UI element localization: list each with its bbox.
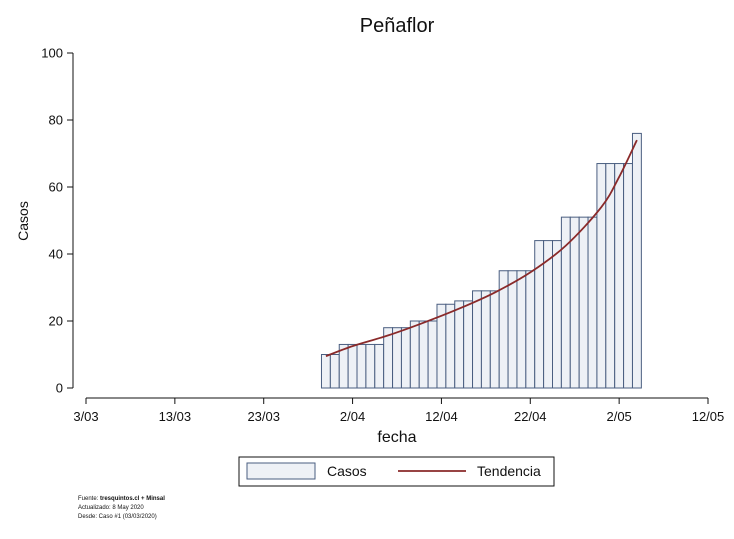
bar: [472, 290, 482, 389]
y-tick-label: 80: [49, 113, 63, 128]
chart-title: Peñaflor: [360, 15, 435, 37]
y-tick-label: 60: [49, 180, 63, 195]
bar: [631, 132, 642, 389]
y-ticks: 0 20 40 60 80 100: [41, 46, 73, 396]
source-note: Fuente: tresquintos.cl + Minsal Actualiz…: [78, 496, 165, 520]
bar: [534, 240, 545, 389]
y-tick-label: 40: [49, 247, 63, 262]
bar: [418, 320, 429, 389]
bar: [578, 216, 589, 389]
updated-line: Actualizado: 8 May 2020: [78, 505, 144, 511]
x-tick-label: 3/03: [73, 409, 98, 424]
bar: [552, 240, 562, 389]
bar: [374, 343, 385, 389]
bar: [489, 290, 500, 389]
bar: [329, 354, 340, 389]
y-tick-label: 100: [41, 46, 63, 61]
x-axis-label: fecha: [377, 429, 416, 446]
bar: [454, 300, 465, 389]
bar: [569, 216, 580, 389]
bar: [392, 327, 402, 389]
x-tick-label: 12/05: [692, 409, 725, 424]
x-tick-label: 2/04: [340, 409, 365, 424]
source-name: tresquintos.cl + Minsal: [100, 496, 165, 502]
bar: [614, 163, 625, 389]
legend-label-casos: Casos: [327, 463, 367, 479]
bar: [516, 270, 527, 389]
legend-swatch-casos: [246, 462, 316, 480]
legend: Casos Tendencia: [238, 456, 555, 487]
bar: [365, 343, 376, 389]
source-line: Fuente: tresquintos.cl + Minsal: [78, 496, 165, 502]
bar: [587, 216, 598, 389]
x-tick-label: 23/03: [247, 409, 280, 424]
bar: [400, 327, 411, 389]
y-axis-label: Casos: [15, 201, 31, 241]
x-tick-label: 22/04: [514, 409, 547, 424]
bar: [596, 163, 607, 389]
bar: [463, 300, 474, 389]
bar: [623, 163, 633, 389]
since-line: Desde: Caso #1 (03/03/2020): [78, 514, 157, 520]
legend-label-tendencia: Tendencia: [477, 463, 541, 479]
bar: [347, 343, 358, 389]
bar: [427, 320, 438, 389]
trend-layer: [325, 139, 638, 358]
y-tick-label: 0: [56, 381, 63, 396]
x-tick-label: 2/05: [606, 409, 631, 424]
bar: [480, 290, 491, 389]
bars-layer: [320, 132, 642, 389]
x-tick-label: 13/03: [159, 409, 192, 424]
trend-line: [325, 139, 638, 358]
bar: [356, 343, 367, 389]
x-tick-label: 12/04: [425, 409, 458, 424]
bar: [445, 303, 456, 389]
bar: [525, 270, 536, 389]
y-tick-label: 20: [49, 314, 63, 329]
bar: [320, 354, 331, 389]
x-ticks: 3/03 13/03 23/03 2/04 12/04 22/04 2/05 12/05: [73, 398, 724, 424]
source-prefix: Fuente:: [78, 496, 100, 502]
bar: [409, 320, 420, 389]
bar: [507, 270, 518, 389]
